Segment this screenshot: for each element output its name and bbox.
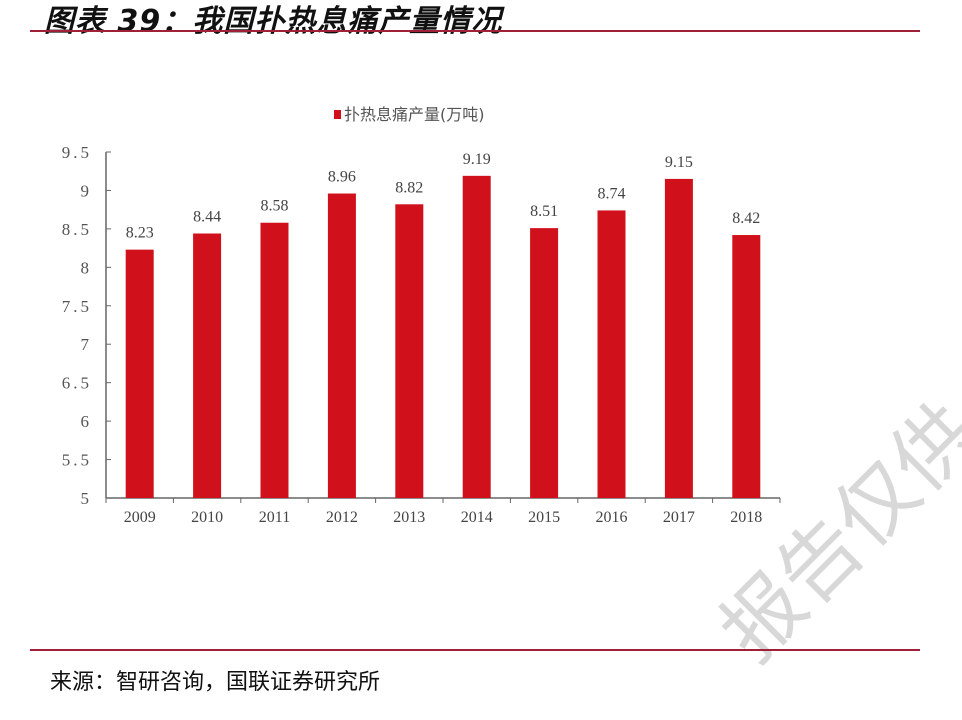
bar [597, 210, 626, 499]
bar [327, 193, 356, 498]
data-label: 8.42 [732, 210, 760, 227]
title-divider [30, 30, 920, 32]
legend-label: 扑热息痛产量(万吨) [344, 105, 485, 124]
y-tick-label: 9.5 [62, 143, 92, 162]
x-tick-label: 2010 [191, 509, 223, 526]
data-label: 9.15 [665, 154, 693, 171]
x-tick-label: 2015 [528, 509, 560, 526]
legend-swatch [334, 110, 341, 119]
y-tick-label: 8.5 [62, 220, 92, 239]
y-tick-label: 9 [81, 181, 93, 200]
y-tick-label: 7.5 [62, 297, 92, 316]
x-tick-label: 2014 [461, 509, 493, 526]
x-tick-label: 2011 [259, 509, 290, 526]
x-tick-label: 2013 [393, 509, 425, 526]
y-tick-label: 5 [81, 489, 93, 508]
data-label: 8.58 [261, 198, 289, 215]
page-title: 图表 39：我国扑热息痛产量情况 [44, 4, 503, 39]
bar [664, 178, 693, 498]
bar [530, 228, 559, 498]
bar [462, 175, 491, 498]
data-label: 8.82 [395, 179, 423, 196]
y-tick-label: 8 [81, 258, 93, 277]
bar [732, 235, 761, 499]
data-label: 9.19 [463, 151, 491, 168]
y-tick-label: 5.5 [62, 451, 92, 470]
y-tick-label: 6 [81, 412, 93, 431]
footer-divider [30, 649, 920, 651]
bar [125, 249, 154, 498]
bar [395, 204, 424, 499]
data-label: 8.74 [598, 185, 626, 202]
data-label: 8.51 [530, 203, 558, 220]
data-label: 8.96 [328, 169, 356, 186]
y-tick-label: 7 [81, 335, 93, 354]
data-label: 8.23 [126, 225, 154, 242]
x-tick-label: 2018 [730, 509, 762, 526]
source-note: 来源：智研咨询，国联证券研究所 [50, 670, 381, 695]
bar [193, 233, 222, 498]
x-tick-label: 2017 [663, 509, 695, 526]
y-tick-label: 6.5 [62, 374, 92, 393]
x-tick-label: 2009 [124, 509, 156, 526]
bar [260, 222, 289, 498]
x-tick-label: 2012 [326, 509, 358, 526]
x-tick-label: 2016 [596, 509, 628, 526]
data-label: 8.44 [193, 209, 221, 226]
